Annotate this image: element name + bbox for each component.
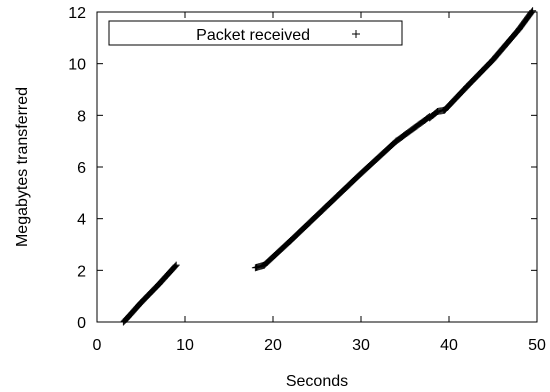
data-marks [119, 7, 537, 326]
data-series-segment [119, 261, 180, 326]
legend: Packet received [108, 20, 403, 46]
y-tick-label: 6 [77, 160, 86, 177]
data-point [171, 262, 179, 270]
data-point [172, 261, 180, 269]
x-axis-label: Seconds [286, 373, 348, 390]
x-tick-label: 10 [176, 337, 194, 354]
data-series-segment [426, 7, 537, 122]
y-tick-label: 4 [77, 212, 86, 229]
y-tick-label: 0 [77, 315, 86, 332]
data-series-segment [251, 113, 434, 272]
x-tick-label: 50 [528, 337, 546, 354]
x-tick-label: 0 [93, 337, 102, 354]
plot-frame [96, 11, 538, 323]
y-tick-label: 8 [77, 108, 86, 125]
y-tick-label: 10 [68, 57, 86, 74]
axis-ticks: 0 10 20 30 40 50 0 2 4 6 8 10 12 [68, 5, 546, 354]
x-tick-label: 30 [352, 337, 370, 354]
legend-box [108, 20, 403, 46]
x-tick-label: 20 [264, 337, 282, 354]
legend-entry-label: Packet received [196, 27, 310, 44]
y-tick-label: 12 [68, 5, 86, 22]
legend-marker [352, 30, 360, 38]
x-tick-label: 40 [440, 337, 458, 354]
data-point [529, 7, 537, 15]
y-tick-label: 2 [77, 263, 86, 280]
y-axis-label: Megabytes transferred [14, 87, 31, 247]
